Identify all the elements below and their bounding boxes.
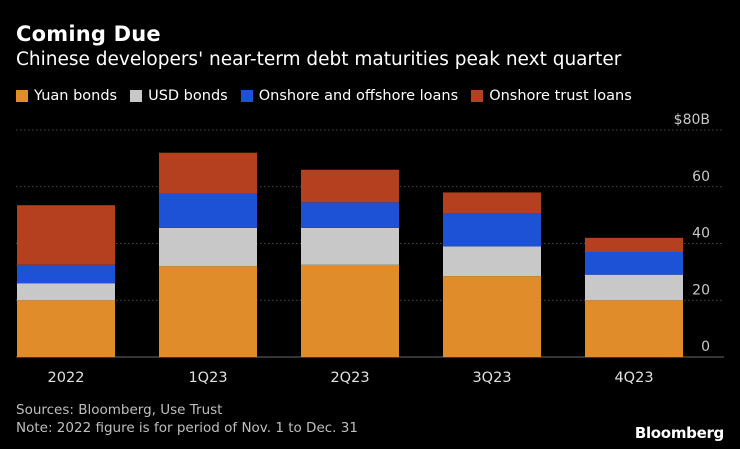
footnote: Note: 2022 figure is for period of Nov. … — [16, 420, 358, 436]
bar-2q23-usd-bonds — [301, 227, 399, 265]
bar-2022-onshore-and-offshore-loans — [17, 264, 115, 284]
legend-swatch-loans — [240, 90, 253, 102]
bar-2022-yuan-bonds — [17, 300, 115, 357]
legend-label-trust-loans: Onshore trust loans — [489, 88, 632, 104]
y-tick-label-20: 20 — [692, 282, 710, 298]
legend-item-trust-loans: Onshore trust loans — [471, 88, 632, 104]
y-tick-label-60: 60 — [692, 169, 710, 185]
chart-subtitle: Chinese developers' near-term debt matur… — [16, 49, 622, 70]
bar-1q23-onshore-trust-loans — [159, 152, 257, 194]
bar-2022-usd-bonds — [17, 283, 115, 301]
legend-swatch-trust-loans — [471, 90, 484, 102]
legend: Yuan bonds USD bonds Onshore and offshor… — [16, 88, 645, 104]
legend-item-loans: Onshore and offshore loans — [240, 88, 459, 104]
y-tick-label-40: 40 — [692, 226, 710, 242]
bar-1q23-onshore-and-offshore-loans — [159, 193, 257, 228]
x-tick-label-1q23: 1Q23 — [188, 370, 227, 386]
bar-2q23-onshore-and-offshore-loans — [301, 202, 399, 228]
bar-2q23-yuan-bonds — [301, 264, 399, 357]
chart-title: Coming Due — [16, 22, 161, 46]
legend-label-usd-bonds: USD bonds — [148, 88, 228, 104]
x-tick-label-3q23: 3Q23 — [472, 370, 511, 386]
bar-4q23-onshore-and-offshore-loans — [585, 252, 683, 275]
legend-label-loans: Onshore and offshore loans — [258, 88, 459, 104]
bar-3q23-onshore-and-offshore-loans — [443, 213, 541, 247]
y-tick-label-0: 0 — [701, 339, 710, 355]
y-tick-label-80: $80B — [674, 112, 710, 128]
legend-item-yuan-bonds: Yuan bonds — [16, 88, 117, 104]
bloomberg-logo: Bloomberg — [634, 424, 724, 442]
x-tick-label-2022: 2022 — [48, 370, 85, 386]
bar-2022-onshore-trust-loans — [17, 205, 115, 265]
x-tick-label-4q23: 4Q23 — [614, 370, 653, 386]
bar-3q23-onshore-trust-loans — [443, 192, 541, 214]
bar-1q23-usd-bonds — [159, 227, 257, 267]
bar-2q23-onshore-trust-loans — [301, 169, 399, 203]
bar-3q23-yuan-bonds — [443, 276, 541, 357]
bar-4q23-onshore-trust-loans — [585, 237, 683, 253]
bar-3q23-usd-bonds — [443, 246, 541, 277]
legend-label-yuan-bonds: Yuan bonds — [34, 88, 118, 104]
bar-4q23-usd-bonds — [585, 274, 683, 301]
source-note: Sources: Bloomberg, Use Trust — [16, 402, 223, 418]
bar-4q23-yuan-bonds — [585, 300, 683, 357]
legend-swatch-usd-bonds — [130, 90, 143, 102]
bar-1q23-yuan-bonds — [159, 266, 257, 357]
legend-swatch-yuan-bonds — [16, 90, 28, 102]
legend-item-usd-bonds: USD bonds — [130, 88, 228, 104]
x-tick-label-2q23: 2Q23 — [330, 370, 369, 386]
